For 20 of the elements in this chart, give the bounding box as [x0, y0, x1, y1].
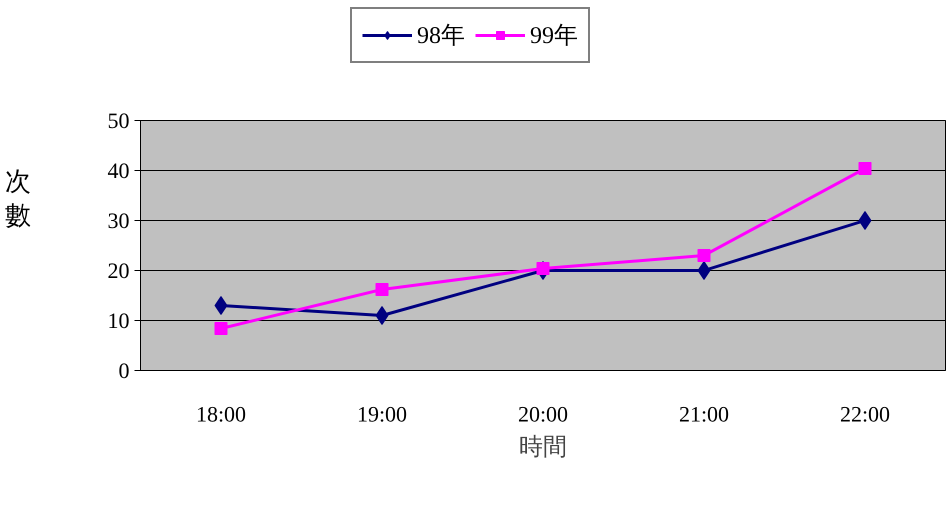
legend-label: 99年 [530, 22, 578, 51]
x-tick-label: 21:00 [678, 402, 730, 426]
y-tick-label: 50 [108, 108, 130, 133]
x-tick-label: 18:00 [196, 402, 246, 426]
y-tick-label: 20 [108, 258, 130, 283]
y-tick-label: 40 [108, 158, 130, 183]
x-axis-title: 時間 [519, 434, 567, 460]
point [376, 283, 388, 296]
x-tick-label: 20:00 [518, 402, 568, 426]
x-tick-label: 19:00 [356, 402, 408, 426]
x-tick-label: 22:00 [840, 402, 890, 426]
point [536, 262, 550, 275]
legend-label: 98年 [417, 22, 465, 51]
point [698, 249, 710, 262]
y-axis-title: 次數 [5, 166, 31, 232]
point [858, 162, 872, 175]
y-tick-label: 30 [108, 208, 130, 233]
point [214, 322, 228, 335]
y-tick-label: 0 [118, 358, 130, 383]
y-tick-label: 10 [108, 308, 130, 333]
